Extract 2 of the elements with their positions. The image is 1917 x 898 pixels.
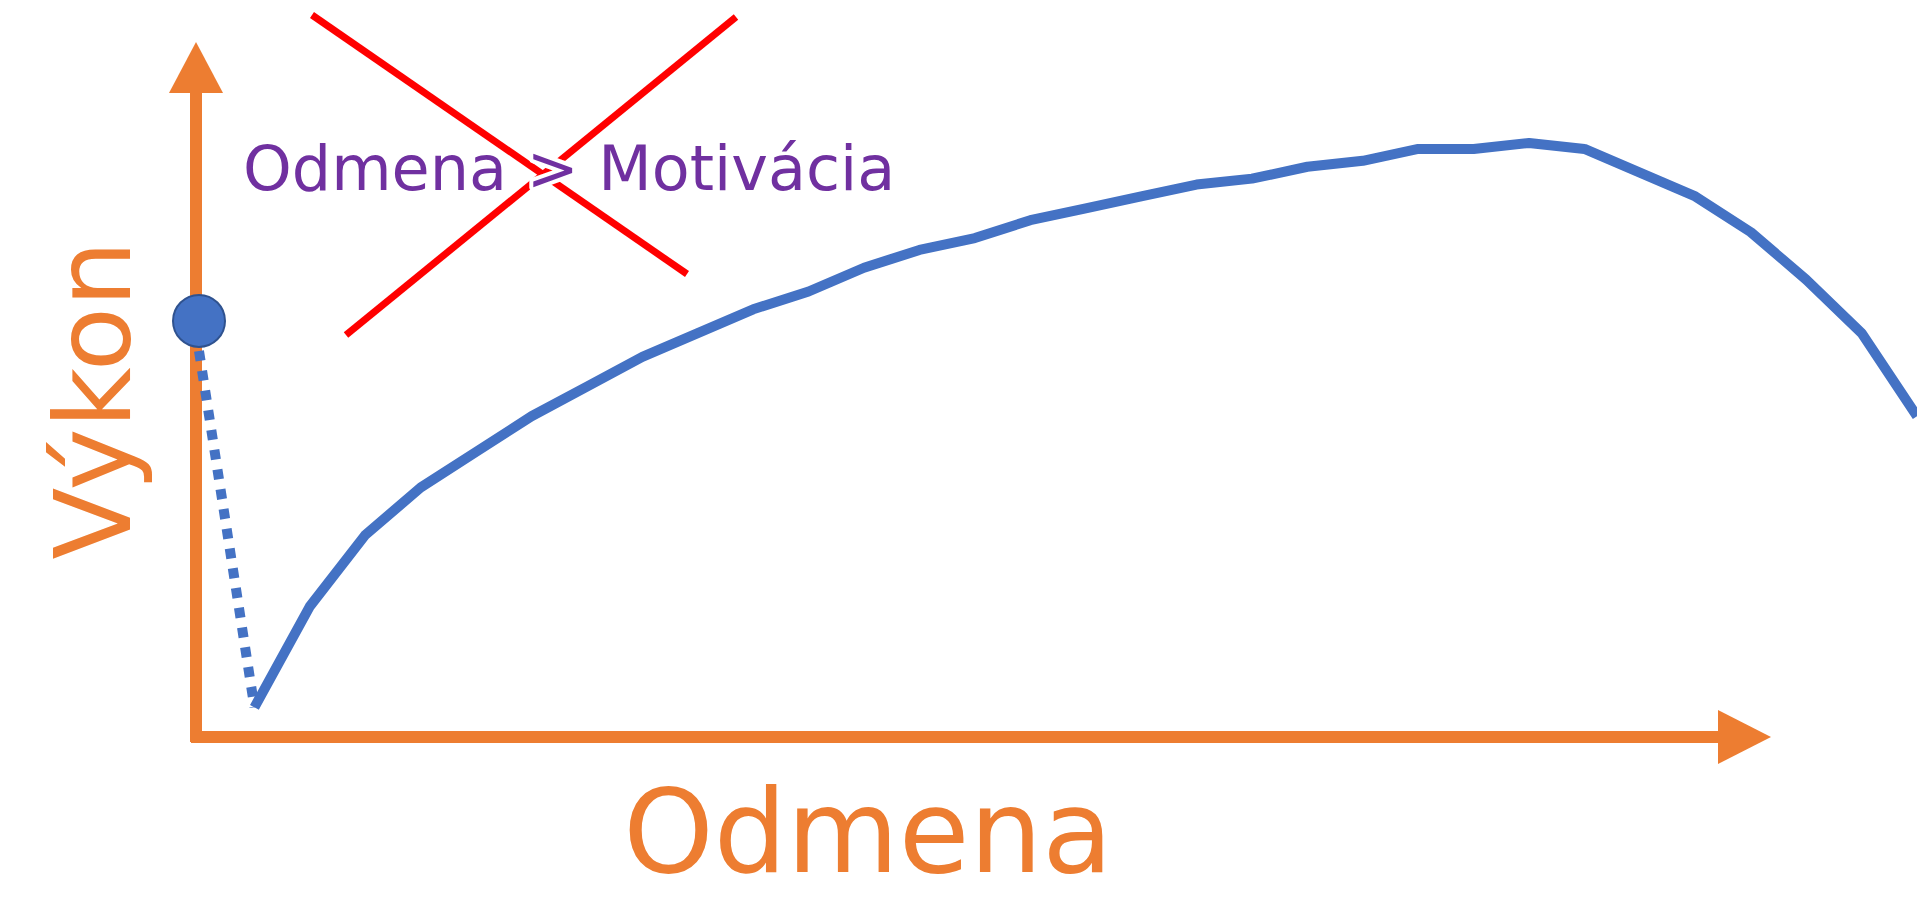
x-axis-title: Odmena [623,765,1113,898]
y-axis-title: Výkon [33,240,155,560]
